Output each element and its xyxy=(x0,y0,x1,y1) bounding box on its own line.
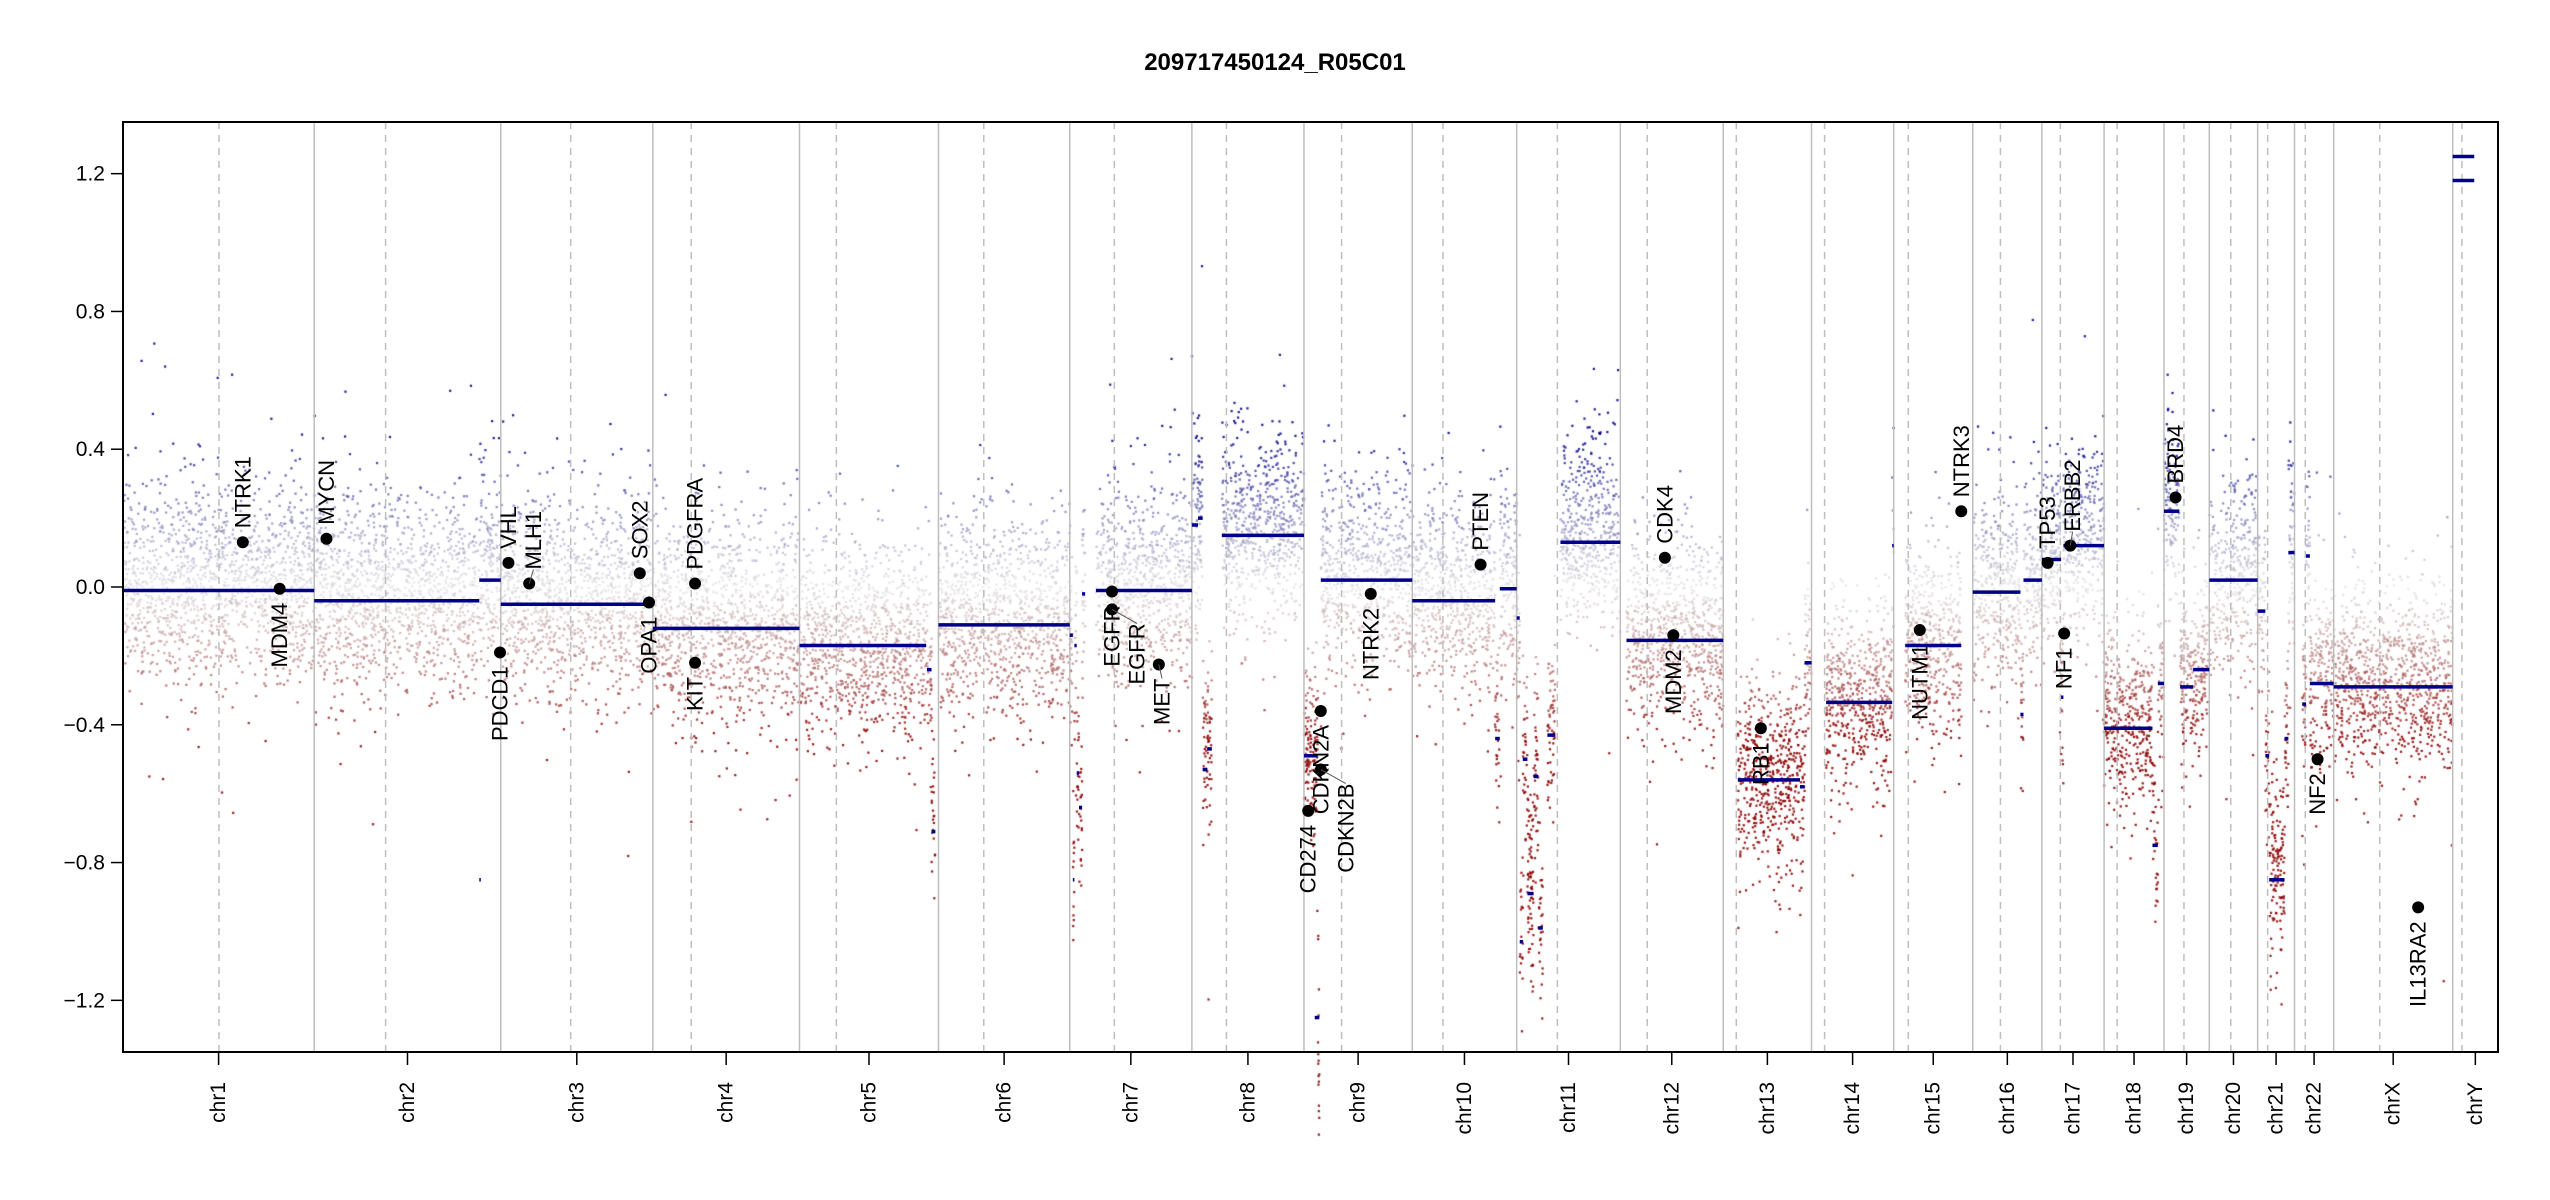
gene-point xyxy=(1913,624,1926,637)
gene-point xyxy=(1754,722,1767,735)
gene-label: MET xyxy=(1150,679,1175,725)
y-tick-label: −1.2 xyxy=(64,989,105,1012)
gene-point xyxy=(273,582,286,595)
gene-point xyxy=(1658,551,1671,564)
gene-point xyxy=(2311,753,2324,766)
gene-point xyxy=(502,556,515,569)
x-tick-label: chr3 xyxy=(565,1082,588,1123)
gene-leader-line xyxy=(2069,531,2074,546)
gene-label: CDK4 xyxy=(1652,485,1677,544)
x-tick-label: chr16 xyxy=(1996,1082,2019,1135)
gene-label: NF1 xyxy=(2052,648,2077,690)
x-tick-label: chr11 xyxy=(1557,1082,1580,1133)
gene-leader-line xyxy=(1320,769,1347,784)
gene-point xyxy=(642,596,655,609)
x-tick-label: chr4 xyxy=(715,1082,738,1123)
gene-point xyxy=(320,532,333,545)
chart-title: 209717450124_R05C01 xyxy=(1144,49,1406,76)
x-tick-label: chr1 xyxy=(207,1082,230,1123)
gene-label: MDM2 xyxy=(1661,649,1686,714)
x-tick-label: chr18 xyxy=(2123,1082,2146,1135)
gene-label: IL13RA2 xyxy=(2406,921,2431,1007)
gene-label: MLH1 xyxy=(521,511,546,570)
x-tick-label: chr22 xyxy=(2303,1082,2326,1135)
y-tick-label: 0.8 xyxy=(76,300,105,323)
gene-point xyxy=(494,646,507,659)
gene-point xyxy=(1314,705,1327,717)
gene-point xyxy=(689,577,702,590)
gene-label: PDCD1 xyxy=(488,666,513,741)
x-axis: chr1 chr2 chr3 chr4 chr5 chr6 chr7 chr8 chr9 chr1… xyxy=(207,1052,2487,1135)
y-tick-label: 0.4 xyxy=(76,438,106,461)
gene-point xyxy=(1474,558,1487,571)
gene-point xyxy=(1667,629,1680,642)
y-axis: −1.2 −0.8 −0.4 0.0 0.4 0.8 1.2 xyxy=(64,163,123,1012)
x-tick-label: chr6 xyxy=(993,1082,1016,1123)
gene-point xyxy=(1302,804,1315,817)
gene-label: PDGFRA xyxy=(683,478,708,570)
gene-label: RB1 xyxy=(1748,742,1773,785)
gene-point xyxy=(2041,556,2054,569)
y-tick-label: −0.8 xyxy=(64,852,105,875)
gene-point xyxy=(1364,587,1377,600)
gene-label: SOX2 xyxy=(627,501,652,560)
gene-label: ERBB2 xyxy=(2060,460,2085,532)
gene-markers: NTRK1 MDM4 MYCN PDCD1 VHL MLH1 SOX2 OPA1 PDGFRA K… xyxy=(230,425,2430,1007)
y-tick-label: −0.4 xyxy=(64,714,106,737)
gene-leader-line xyxy=(1158,664,1163,679)
chromosome-lines xyxy=(218,122,2463,1052)
gene-label: EGFR xyxy=(1125,623,1150,684)
x-tick-label: chr10 xyxy=(1453,1082,1476,1135)
gene-label: MYCN xyxy=(314,460,339,525)
x-tick-label: chr21 xyxy=(2265,1082,2288,1135)
gene-label: NTRK1 xyxy=(230,456,255,528)
x-tick-label: chr7 xyxy=(1119,1082,1142,1123)
gene-label: PTEN xyxy=(1468,492,1493,551)
gene-label: CD274 xyxy=(1296,825,1321,893)
x-tick-label: chr13 xyxy=(1756,1082,1779,1135)
segments xyxy=(123,154,2475,1020)
x-tick-label: chr8 xyxy=(1236,1082,1259,1123)
gene-label: NTRK3 xyxy=(1949,425,1974,497)
y-tick-label: 1.2 xyxy=(76,163,105,186)
gene-point xyxy=(1955,505,1968,518)
x-tick-label: chr20 xyxy=(2222,1082,2245,1135)
gene-point xyxy=(2058,627,2071,640)
y-tick-label: 0.0 xyxy=(76,576,105,599)
x-tick-label: chr17 xyxy=(2061,1082,2084,1135)
gene-point xyxy=(633,567,646,580)
x-tick-label: chrY xyxy=(2464,1082,2487,1125)
x-tick-label: chr2 xyxy=(396,1082,419,1123)
gene-point xyxy=(689,656,702,669)
x-tick-label: chr14 xyxy=(1841,1082,1864,1135)
gene-label: VHL xyxy=(496,506,521,549)
x-tick-label: chrX xyxy=(2382,1082,2405,1125)
x-tick-label: chr9 xyxy=(1347,1082,1370,1123)
gene-label: OPA1 xyxy=(636,617,661,674)
x-tick-label: chr19 xyxy=(2175,1082,2198,1135)
gene-label: NTRK2 xyxy=(1358,608,1383,680)
gene-point xyxy=(2412,901,2425,914)
gene-leader-line xyxy=(528,569,534,584)
x-tick-label: chr15 xyxy=(1922,1082,1945,1135)
gene-label: NUTM1 xyxy=(1907,644,1932,720)
gene-label: EGFR xyxy=(1100,605,1125,666)
gene-point xyxy=(236,536,249,549)
gene-label: MDM4 xyxy=(267,603,292,668)
plot-frame xyxy=(122,121,2499,1053)
gene-label: NF2 xyxy=(2305,773,2330,815)
gene-point xyxy=(1106,585,1119,598)
gene-label: KIT xyxy=(683,677,708,711)
gene-leader-line xyxy=(1111,608,1138,624)
x-tick-label: chr5 xyxy=(857,1082,880,1123)
gene-label: TP53 xyxy=(2035,496,2060,549)
x-tick-label: chr12 xyxy=(1660,1082,1683,1135)
gene-point xyxy=(2169,491,2182,504)
gene-label: CDKN2B xyxy=(1333,784,1358,873)
gene-label: BRD4 xyxy=(2163,425,2188,484)
